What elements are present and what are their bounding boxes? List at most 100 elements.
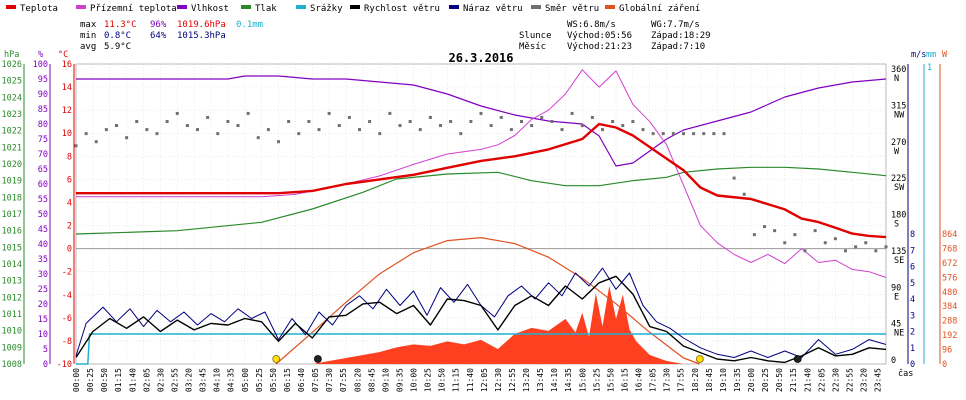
wind-dir-point bbox=[206, 115, 210, 119]
tick-wm: 672 bbox=[942, 259, 957, 269]
tick-ms: 3 bbox=[910, 311, 915, 321]
wind-dir-point bbox=[317, 128, 321, 132]
tick-temp: -10 bbox=[57, 360, 72, 370]
tick-time: 11:40 bbox=[466, 368, 475, 392]
tick-time: 05:00 bbox=[241, 368, 250, 392]
tick-hpa: 1025 bbox=[2, 77, 22, 87]
wind-dir-point bbox=[125, 136, 129, 140]
tick-time: 17:05 bbox=[649, 368, 658, 392]
legend-label: Rychlost větru bbox=[364, 4, 440, 14]
wind-dir-point bbox=[428, 115, 432, 119]
tick-hpa: 1022 bbox=[2, 127, 22, 137]
tick-dir: 360 bbox=[891, 65, 906, 75]
tick-hpa: 1016 bbox=[2, 227, 22, 237]
moonset-marker bbox=[313, 355, 322, 363]
wind-dir-point bbox=[165, 120, 169, 123]
tick-time: 23:45 bbox=[874, 368, 883, 392]
moonrise-marker bbox=[793, 355, 802, 363]
wind-dir-point bbox=[358, 128, 361, 132]
tick-wm: 480 bbox=[942, 288, 957, 298]
tick-dir-label: N bbox=[894, 74, 899, 84]
tick-dir: 270 bbox=[891, 138, 906, 148]
legend-swatch bbox=[449, 5, 459, 9]
wind-dir-point bbox=[651, 132, 655, 136]
tick-pct: 90 bbox=[38, 90, 48, 100]
tick-pct: 65 bbox=[38, 165, 48, 175]
tick-pct: 45 bbox=[38, 225, 48, 235]
tick-hpa: 1014 bbox=[2, 260, 22, 270]
wind-dir-point bbox=[550, 120, 554, 123]
tick-time: 00:00 bbox=[72, 368, 81, 392]
wind-dir-point bbox=[398, 124, 402, 128]
tick-pct: 20 bbox=[38, 300, 48, 310]
tick-hpa: 1023 bbox=[2, 110, 22, 120]
legend-label: Přízemní teplota bbox=[90, 4, 177, 14]
tick-time: 07:55 bbox=[339, 368, 348, 392]
tick-dir-label: W bbox=[894, 147, 900, 157]
tick-hpa: 1024 bbox=[2, 93, 22, 103]
wind-dir-point bbox=[540, 115, 544, 119]
tick-hpa: 1009 bbox=[2, 343, 22, 353]
tick-time: 05:25 bbox=[255, 368, 264, 392]
wind-dir-point bbox=[752, 233, 756, 237]
tick-temp: -8 bbox=[62, 337, 72, 347]
wind-dir-point bbox=[449, 120, 453, 123]
tick-time: 16:15 bbox=[620, 368, 629, 392]
wind-dir-point bbox=[833, 237, 837, 241]
wind-dir-point bbox=[702, 132, 706, 136]
wind-dir-point bbox=[236, 124, 240, 128]
tick-hpa: 1008 bbox=[2, 360, 22, 370]
wind-dir-point bbox=[84, 132, 88, 136]
wind-dir-point bbox=[489, 124, 493, 128]
tick-time: 13:20 bbox=[522, 368, 531, 392]
legend-swatch bbox=[605, 5, 615, 9]
wind-dir-point bbox=[854, 245, 858, 249]
wind-dir-point bbox=[266, 128, 270, 132]
wind-dir-point bbox=[175, 111, 179, 115]
wind-dir-point bbox=[560, 128, 564, 132]
stat-avg-temp: 5.9°C bbox=[104, 42, 131, 52]
tick-time: 15:50 bbox=[606, 368, 615, 392]
wind-dir-point bbox=[155, 132, 159, 136]
tick-time: 02:55 bbox=[170, 368, 179, 392]
wind-dir-point bbox=[783, 241, 787, 245]
moon-label: Měsíc bbox=[519, 42, 546, 52]
tick-time: 12:05 bbox=[480, 368, 489, 392]
wind-dir-point bbox=[763, 225, 766, 229]
tick-hpa: 1019 bbox=[2, 177, 22, 187]
wind-dir-point bbox=[256, 136, 260, 140]
tick-ms: 4 bbox=[910, 295, 915, 305]
tick-time: 06:15 bbox=[283, 368, 292, 392]
legend-swatch bbox=[177, 5, 187, 9]
tick-time: 03:20 bbox=[185, 368, 194, 392]
stat-rain: 0.1mm bbox=[236, 20, 263, 30]
tick-dir: 180 bbox=[891, 211, 906, 221]
tick-time: 04:35 bbox=[227, 368, 236, 392]
tick-time: 08:45 bbox=[367, 368, 376, 392]
tick-dir: 315 bbox=[891, 101, 906, 111]
sun-label: Slunce bbox=[519, 31, 552, 41]
tick-time: 22:30 bbox=[831, 368, 840, 392]
wind-dir-point bbox=[590, 115, 594, 119]
tick-time: 06:40 bbox=[297, 368, 306, 392]
legend-swatch bbox=[241, 5, 251, 9]
tick-time: 12:30 bbox=[494, 368, 503, 392]
tick-wm: 576 bbox=[942, 273, 957, 283]
tick-time: 20:50 bbox=[775, 368, 784, 392]
tick-time: 10:00 bbox=[410, 368, 419, 392]
tick-ms: 0 bbox=[910, 360, 915, 370]
wind-dir-point bbox=[570, 111, 574, 115]
legend-swatch bbox=[6, 5, 16, 9]
tick-pct: 10 bbox=[38, 330, 48, 340]
stat-max-label: max bbox=[80, 20, 97, 30]
wind-dir-point bbox=[509, 128, 513, 132]
tick-hpa: 1020 bbox=[2, 160, 22, 170]
tick-time: 02:05 bbox=[142, 368, 151, 392]
sunset-marker bbox=[695, 355, 704, 363]
tick-temp: 2 bbox=[67, 222, 72, 232]
tick-dir: 90 bbox=[891, 283, 901, 293]
chart-title: 26.3.2016 bbox=[448, 51, 513, 65]
stat-min-temp: 0.8°C bbox=[104, 31, 131, 41]
tick-dir-label: NE bbox=[894, 329, 904, 339]
series-rain bbox=[76, 333, 886, 365]
